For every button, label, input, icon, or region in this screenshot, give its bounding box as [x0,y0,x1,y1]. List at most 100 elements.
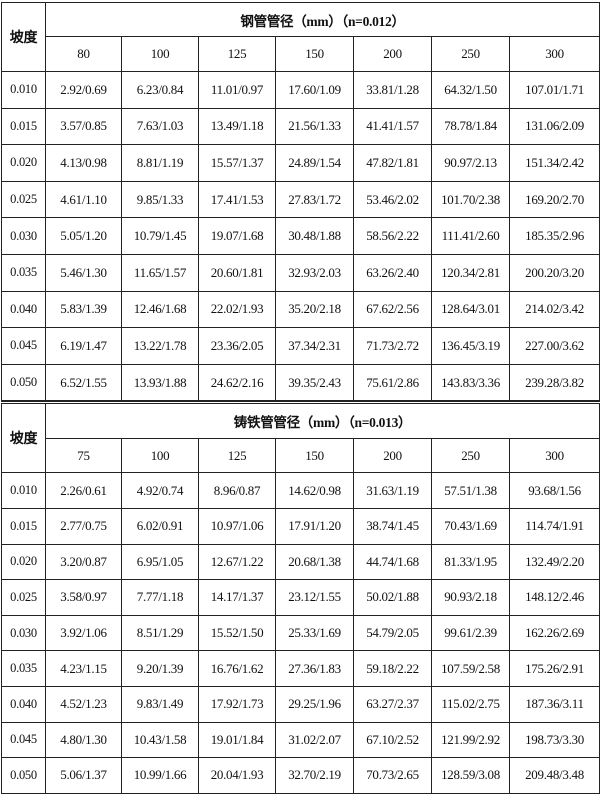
diameter-header: 125 [198,36,276,72]
flow-velocity-cell: 132.49/2.20 [508,543,600,581]
flow-velocity-cell: 107.01/1.71 [508,71,600,109]
flow-velocity-cell: 99.61/2.39 [431,614,510,652]
flow-velocity-cell: 67.62/2.56 [353,290,432,329]
flow-velocity-cell: 32.93/2.03 [275,253,354,292]
flow-velocity-cell: 59.18/2.22 [353,650,432,687]
slope-cell: 0.025 [1,180,46,219]
diameter-header: 150 [275,438,354,474]
flow-velocity-cell: 25.33/1.69 [275,614,354,652]
flow-velocity-cell: 148.12/2.46 [508,579,600,616]
flow-velocity-cell: 8.81/1.19 [121,144,199,182]
flow-velocity-cell: 5.46/1.30 [45,253,122,292]
flow-velocity-cell: 70.43/1.69 [431,507,510,545]
flow-velocity-cell: 162.26/2.69 [508,614,600,652]
flow-velocity-cell: 63.27/2.37 [353,685,432,723]
flow-velocity-cell: 33.81/1.28 [353,71,432,109]
slope-cell: 0.030 [1,614,46,652]
flow-velocity-cell: 30.48/1.88 [275,217,354,255]
flow-velocity-cell: 15.57/1.37 [198,144,276,182]
flow-velocity-cell: 115.02/2.75 [431,685,510,723]
flow-velocity-cell: 10.99/1.66 [121,757,199,794]
flow-velocity-cell: 4.52/1.23 [45,685,122,723]
table-row: 0.030 3.92/1.06 8.51/1.29 15.52/1.50 25.33/1… [1,614,600,652]
slope-cell: 0.015 [1,507,46,545]
table-row: 0.025 4.61/1.10 9.85/1.33 17.41/1.53 27.83/1… [1,180,600,219]
table-row: 0.040 5.83/1.39 12.46/1.68 22.02/1.93 35.20/… [1,290,600,329]
header-row: 坡度 钢管管径（mm）（n=0.012） [1,2,600,72]
diameter-header: 75 [45,438,122,474]
diameter-header: 200 [353,438,432,474]
flow-velocity-cell: 114.74/1.91 [508,507,600,545]
flow-velocity-cell: 22.02/1.93 [198,290,276,329]
flow-velocity-cell: 31.02/2.07 [275,721,354,759]
table-title: 铸铁管管径（mm）（n=0.013） [44,402,600,440]
flow-velocity-cell: 54.79/2.05 [353,614,432,652]
flow-velocity-cell: 3.58/0.97 [45,579,122,616]
flow-velocity-cell: 2.92/0.69 [45,71,122,109]
diameter-header: 200 [353,36,432,72]
slope-cell: 0.045 [1,721,46,759]
flow-velocity-cell: 4.13/0.98 [45,144,122,182]
flow-velocity-cell: 143.83/3.36 [431,363,510,402]
flow-velocity-cell: 63.26/2.40 [353,253,432,292]
flow-velocity-cell: 14.17/1.37 [198,579,276,616]
table-row: 0.015 2.77/0.75 6.02/0.91 10.97/1.06 17.91/1… [1,507,600,545]
flow-velocity-cell: 17.91/1.20 [275,507,354,545]
flow-velocity-cell: 187.36/3.11 [508,685,600,723]
flow-velocity-cell: 12.67/1.22 [198,543,276,581]
flow-velocity-cell: 15.52/1.50 [198,614,276,652]
flow-velocity-cell: 101.70/2.38 [431,180,510,219]
flow-velocity-cell: 90.93/2.18 [431,579,510,616]
flow-velocity-cell: 58.56/2.22 [353,217,432,255]
flow-velocity-cell: 6.95/1.05 [121,543,199,581]
flow-velocity-cell: 5.06/1.37 [45,757,122,794]
flow-velocity-cell: 13.22/1.78 [121,327,199,365]
flow-velocity-cell: 4.80/1.30 [45,721,122,759]
slope-cell: 0.030 [1,217,46,255]
table-row: 0.020 3.20/0.87 6.95/1.05 12.67/1.22 20.68/1… [1,543,600,581]
flow-velocity-cell: 57.51/1.38 [431,472,510,509]
diameter-header: 125 [198,438,276,474]
flow-velocity-cell: 10.97/1.06 [198,507,276,545]
flow-velocity-cell: 3.20/0.87 [45,543,122,581]
diameter-header: 80 [45,36,122,72]
flow-velocity-cell: 53.46/2.02 [353,180,432,219]
flow-velocity-cell: 2.77/0.75 [45,507,122,545]
slope-cell: 0.020 [1,543,46,581]
flow-velocity-cell: 151.34/2.42 [508,144,600,182]
flow-velocity-cell: 27.83/1.72 [275,180,354,219]
flow-velocity-cell: 107.59/2.58 [431,650,510,687]
flow-velocity-cell: 7.77/1.18 [121,579,199,616]
flow-velocity-cell: 93.68/1.56 [508,472,600,509]
flow-velocity-cell: 136.45/3.19 [431,327,510,365]
flow-velocity-cell: 24.89/1.54 [275,144,354,182]
flow-velocity-cell: 121.99/2.92 [431,721,510,759]
slope-column-header: 坡度 [1,402,46,474]
flow-velocity-cell: 38.74/1.45 [353,507,432,545]
flow-velocity-cell: 75.61/2.86 [353,363,432,402]
table-row: 0.025 3.58/0.97 7.77/1.18 14.17/1.37 23.12/1… [1,579,600,616]
flow-velocity-cell: 6.23/0.84 [121,71,199,109]
flow-velocity-cell: 17.41/1.53 [198,180,276,219]
slope-cell: 0.035 [1,253,46,292]
flow-velocity-cell: 3.92/1.06 [45,614,122,652]
flow-velocity-cell: 4.92/0.74 [121,472,199,509]
flow-velocity-cell: 17.92/1.73 [198,685,276,723]
flow-velocity-cell: 81.33/1.95 [431,543,510,581]
slope-cell: 0.015 [1,107,46,146]
flow-velocity-cell: 239.28/3.82 [508,363,600,402]
table-title: 钢管管径（mm）（n=0.012） [44,2,600,37]
flow-velocity-cell: 5.05/1.20 [45,217,122,255]
flow-velocity-cell: 4.23/1.15 [45,650,122,687]
flow-velocity-cell: 128.64/3.01 [431,290,510,329]
flow-velocity-cell: 19.07/1.68 [198,217,276,255]
flow-velocity-cell: 169.20/2.70 [508,180,600,219]
table-row: 0.035 4.23/1.15 9.20/1.39 16.76/1.62 27.36/1… [1,650,600,687]
slope-cell: 0.040 [1,685,46,723]
slope-cell: 0.025 [1,579,46,616]
slope-cell: 0.035 [1,650,46,687]
diameter-header: 100 [121,438,199,474]
flow-velocity-cell: 64.32/1.50 [431,71,510,109]
flow-velocity-cell: 19.01/1.84 [198,721,276,759]
